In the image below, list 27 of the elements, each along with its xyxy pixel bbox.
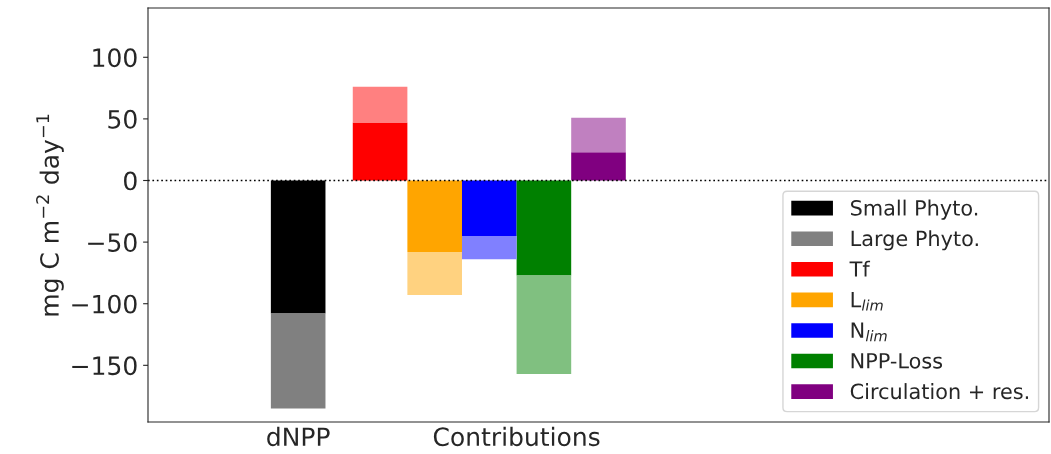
bar xyxy=(352,122,408,181)
bar xyxy=(571,117,626,153)
y-tick-label: 50 xyxy=(108,109,137,129)
y-axis-title: mg C m$^{−2}$ day$^{−1}$ xyxy=(36,114,64,316)
bar xyxy=(516,180,572,276)
x-tick-label: Contributions xyxy=(433,426,600,447)
legend-label: L$_{lim}$ xyxy=(851,291,883,311)
bar xyxy=(461,235,517,260)
y-tick-label: −50 xyxy=(88,233,137,252)
legend-label: N$_{lim}$ xyxy=(851,322,887,342)
y-tick-label: 0 xyxy=(124,171,137,191)
y-tick-label: −100 xyxy=(72,294,137,314)
bar xyxy=(516,275,572,374)
y-tick-label: 100 xyxy=(93,48,137,68)
legend-label: NPP-Loss xyxy=(851,353,943,369)
bar xyxy=(461,180,517,236)
bar xyxy=(407,251,462,296)
y-tick-label: −150 xyxy=(72,356,137,376)
legend-label: Large Phyto. xyxy=(851,230,978,251)
legend-label: Circulation + res. xyxy=(850,383,1029,400)
legend-label: Tf xyxy=(849,260,871,277)
legend-label: Small Phyto. xyxy=(850,199,978,220)
bar xyxy=(270,313,326,409)
bar xyxy=(407,180,462,252)
bar xyxy=(352,86,408,123)
x-tick-label: dNPP xyxy=(267,426,330,447)
bar xyxy=(571,152,626,181)
